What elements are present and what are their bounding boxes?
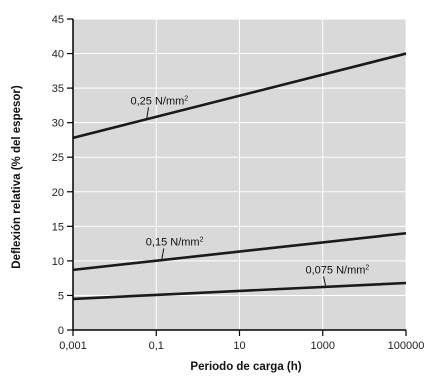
x-tick-label: 10 xyxy=(233,340,245,352)
series-line xyxy=(72,281,407,301)
x-axis-title: Periodo de carga (h) xyxy=(190,361,301,373)
y-tick-label: 5 xyxy=(58,290,64,302)
x-ticks: 0,001 0,1 10 1000 100000 xyxy=(59,330,424,352)
y-tick-label: 15 xyxy=(52,221,64,233)
series-lines xyxy=(72,52,407,301)
y-axis-title: Deflexión relativa (% del espesor) xyxy=(11,85,23,269)
series-label-leader xyxy=(145,107,149,121)
x-tick-label: 0,1 xyxy=(149,340,164,352)
series-label: 0,075 N/mm2 xyxy=(306,264,370,276)
y-tick-label: 35 xyxy=(52,83,64,95)
x-tick-label: 100000 xyxy=(388,340,425,352)
y-tick-label: 45 xyxy=(52,14,64,26)
series-label: 0,25 N/mm2 xyxy=(130,95,188,107)
y-tick-label: 20 xyxy=(52,187,64,199)
series-line xyxy=(72,52,407,140)
series-label: 0,15 N/mm2 xyxy=(146,236,204,248)
series-labels: 0,25 N/mm2 0,15 N/mm2 0,075 N/mm2 xyxy=(130,95,370,286)
x-tick-label: 1000 xyxy=(311,340,335,352)
y-tick-label: 25 xyxy=(52,152,64,164)
y-tick-label: 10 xyxy=(52,256,64,268)
y-tick-label: 40 xyxy=(52,49,64,61)
series-line xyxy=(72,231,407,272)
series-label-leader xyxy=(323,276,327,286)
gridlines xyxy=(73,18,407,330)
y-tick-label: 0 xyxy=(58,325,64,337)
y-ticks: 0 5 10 15 20 25 30 35 40 45 xyxy=(52,14,73,337)
series-label-leader xyxy=(161,248,165,260)
y-tick-label: 30 xyxy=(52,118,64,130)
x-tick-label: 0,001 xyxy=(59,340,87,352)
